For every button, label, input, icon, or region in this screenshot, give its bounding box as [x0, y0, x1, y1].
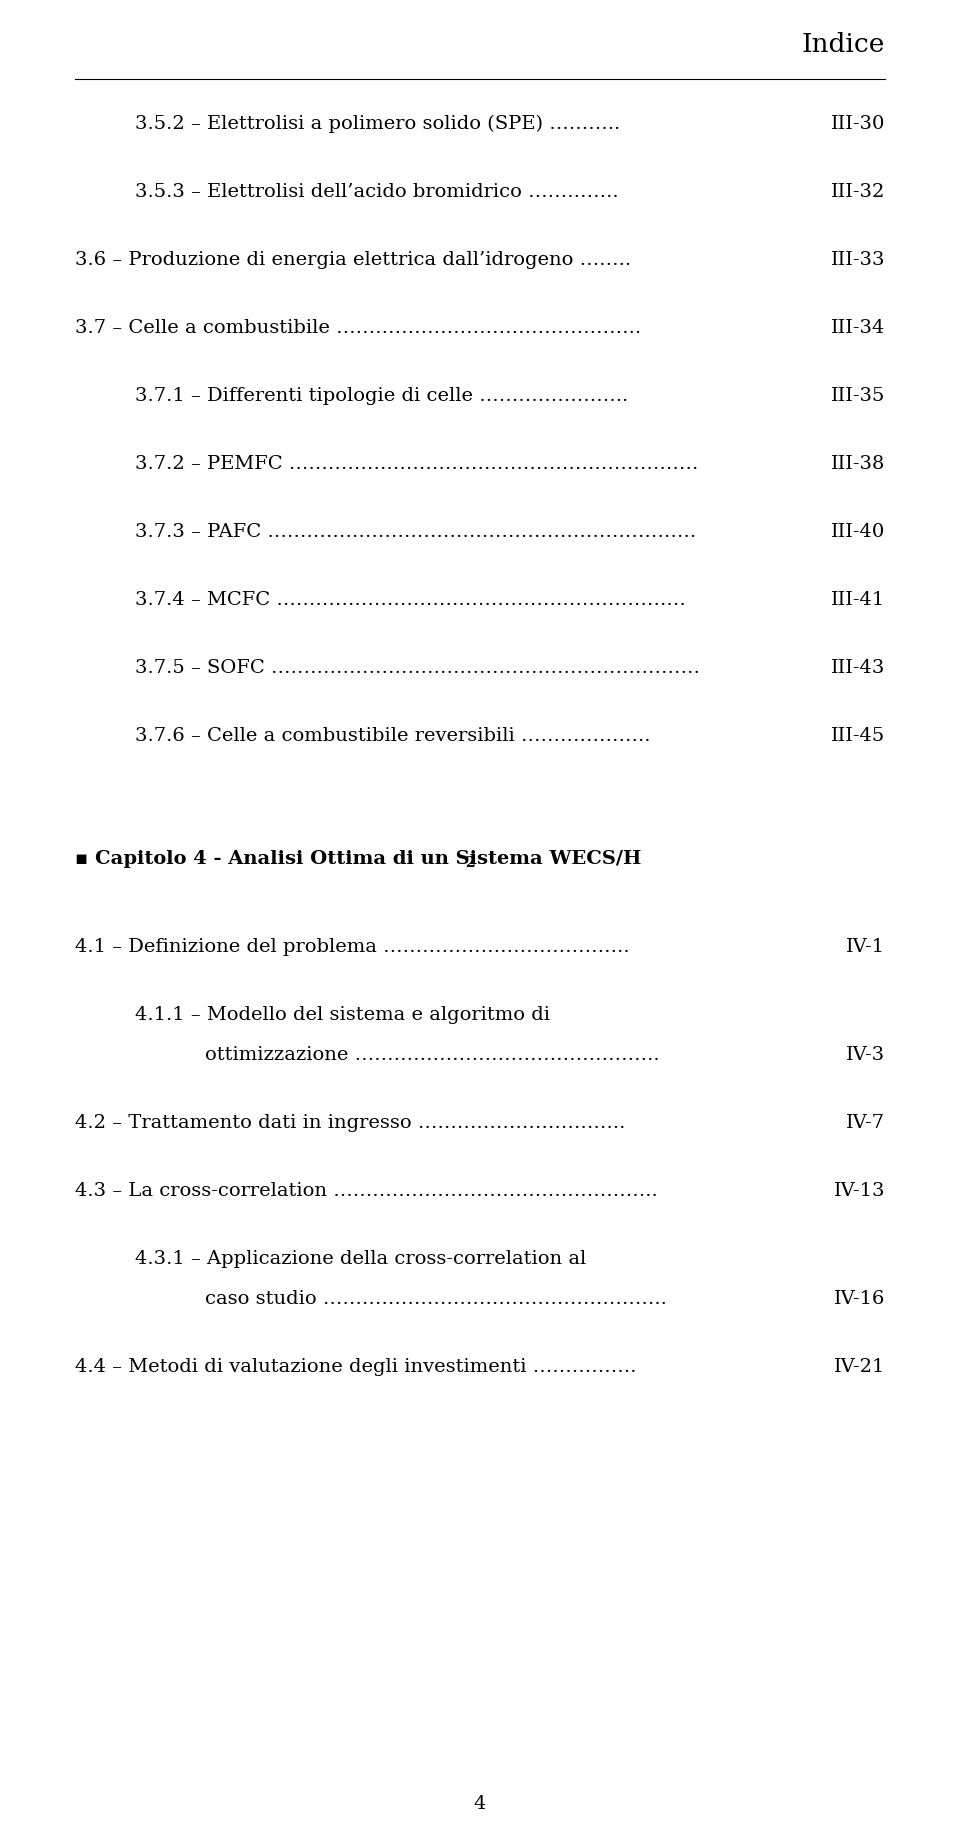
Text: III-35: III-35	[830, 387, 885, 405]
Text: 4: 4	[474, 1794, 486, 1812]
Text: IV-16: IV-16	[833, 1290, 885, 1308]
Text: 4.3.1 – Applicazione della cross-correlation al: 4.3.1 – Applicazione della cross-correla…	[135, 1249, 587, 1268]
Text: caso studio ……………………………………………..: caso studio ……………………………………………..	[205, 1290, 667, 1308]
Text: 3.5.2 – Elettrolisi a polimero solido (SPE) ………..: 3.5.2 – Elettrolisi a polimero solido (S…	[135, 115, 620, 134]
Text: III-33: III-33	[830, 251, 885, 269]
Text: III-34: III-34	[830, 319, 885, 337]
Text: 4.4 – Metodi di valutazione degli investimenti …………….: 4.4 – Metodi di valutazione degli invest…	[75, 1358, 636, 1376]
Text: ottimizzazione ………………………………………..: ottimizzazione ………………………………………..	[205, 1046, 660, 1063]
Text: IV-7: IV-7	[846, 1114, 885, 1132]
Text: 3.7.5 – SOFC …………………………………………………………: 3.7.5 – SOFC …………………………………………………………	[135, 660, 700, 676]
Text: 4.1.1 – Modello del sistema e algoritmo di: 4.1.1 – Modello del sistema e algoritmo …	[135, 1006, 550, 1024]
Text: III-45: III-45	[830, 727, 885, 744]
Text: Indice: Indice	[802, 31, 885, 57]
Text: 3.7.4 – MCFC ………………………………………………………: 3.7.4 – MCFC ………………………………………………………	[135, 590, 685, 608]
Text: IV-21: IV-21	[833, 1358, 885, 1376]
Text: 3.6 – Produzione di energia elettrica dall’idrogeno ……..: 3.6 – Produzione di energia elettrica da…	[75, 251, 631, 269]
Text: III-41: III-41	[830, 590, 885, 608]
Text: III-38: III-38	[830, 454, 885, 473]
Text: 2: 2	[465, 856, 474, 870]
Text: III-32: III-32	[830, 183, 885, 202]
Text: 4.3 – La cross-correlation …………………………………………..: 4.3 – La cross-correlation ……………………………………	[75, 1182, 658, 1200]
Text: ▪ Capitolo 4 - Analisi Ottima di un Sistema WECS/H: ▪ Capitolo 4 - Analisi Ottima di un Sist…	[75, 850, 641, 868]
Text: 3.7.2 – PEMFC ………………………………………………………: 3.7.2 – PEMFC ………………………………………………………	[135, 454, 698, 473]
Text: III-40: III-40	[830, 522, 885, 540]
Text: 3.7.3 – PAFC …………………………………………………………: 3.7.3 – PAFC …………………………………………………………	[135, 522, 696, 540]
Text: III-43: III-43	[830, 660, 885, 676]
Text: IV-1: IV-1	[846, 938, 885, 956]
Text: III-30: III-30	[830, 115, 885, 134]
Text: 3.7.6 – Celle a combustibile reversibili ………………..: 3.7.6 – Celle a combustibile reversibili…	[135, 727, 651, 744]
Text: 4.1 – Definizione del problema ………………………………..: 4.1 – Definizione del problema …………………………	[75, 938, 630, 956]
Text: 3.5.3 – Elettrolisi dell’acido bromidrico …………..: 3.5.3 – Elettrolisi dell’acido bromidric…	[135, 183, 618, 202]
Text: IV-3: IV-3	[846, 1046, 885, 1063]
Text: IV-13: IV-13	[833, 1182, 885, 1200]
Text: 3.7.1 – Differenti tipologie di celle …………………..: 3.7.1 – Differenti tipologie di celle ………	[135, 387, 628, 405]
Text: 3.7 – Celle a combustibile ………………………………………..: 3.7 – Celle a combustibile ……………………………………	[75, 319, 641, 337]
Text: 4.2 – Trattamento dati in ingresso …………………………..: 4.2 – Trattamento dati in ingresso ………………	[75, 1114, 625, 1132]
